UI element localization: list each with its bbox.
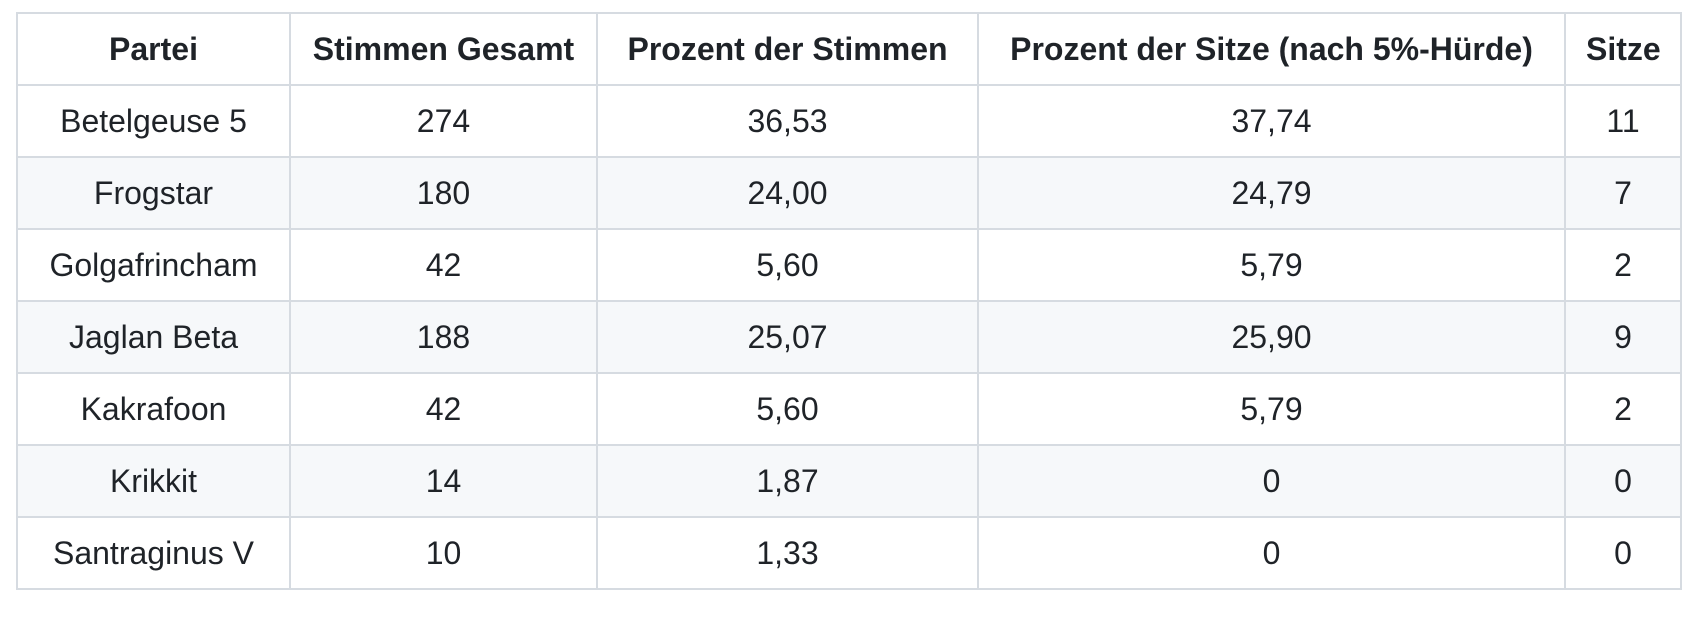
cell-prozent-der-sitze: 5,79 [977,372,1566,446]
cell-prozent-der-stimmen: 24,00 [596,156,979,230]
table-row: Santraginus V 10 1,33 0 0 [16,516,1682,590]
cell-prozent-der-stimmen: 5,60 [596,228,979,302]
cell-prozent-der-sitze: 5,79 [977,228,1566,302]
cell-partei: Betelgeuse 5 [16,84,291,158]
cell-prozent-der-sitze: 25,90 [977,300,1566,374]
table-row: Golgafrincham 42 5,60 5,79 2 [16,228,1682,302]
cell-partei: Kakrafoon [16,372,291,446]
cell-stimmen-gesamt: 188 [289,300,598,374]
cell-stimmen-gesamt: 42 [289,228,598,302]
election-results-table: Partei Stimmen Gesamt Prozent der Stimmen P… [16,12,1682,590]
cell-partei: Frogstar [16,156,291,230]
cell-prozent-der-stimmen: 5,60 [596,372,979,446]
cell-sitze: 7 [1564,156,1682,230]
cell-partei: Krikkit [16,444,291,518]
column-header-stimmen-gesamt: Stimmen Gesamt [289,12,598,86]
cell-sitze: 0 [1564,444,1682,518]
cell-prozent-der-stimmen: 25,07 [596,300,979,374]
cell-stimmen-gesamt: 14 [289,444,598,518]
table-row: Betelgeuse 5 274 36,53 37,74 11 [16,84,1682,158]
column-header-sitze: Sitze [1564,12,1682,86]
table-row: Frogstar 180 24,00 24,79 7 [16,156,1682,230]
cell-prozent-der-stimmen: 1,33 [596,516,979,590]
cell-sitze: 11 [1564,84,1682,158]
cell-prozent-der-stimmen: 1,87 [596,444,979,518]
table-body: Betelgeuse 5 274 36,53 37,74 11 Frogstar 180 24… [16,84,1682,590]
column-header-partei: Partei [16,12,291,86]
cell-prozent-der-stimmen: 36,53 [596,84,979,158]
cell-prozent-der-sitze: 0 [977,516,1566,590]
table-row: Jaglan Beta 188 25,07 25,90 9 [16,300,1682,374]
table-row: Krikkit 14 1,87 0 0 [16,444,1682,518]
cell-stimmen-gesamt: 42 [289,372,598,446]
header-row: Partei Stimmen Gesamt Prozent der Stimmen P… [16,12,1682,86]
cell-sitze: 9 [1564,300,1682,374]
column-header-prozent-der-sitze: Prozent der Sitze (nach 5%-Hürde) [977,12,1566,86]
cell-stimmen-gesamt: 10 [289,516,598,590]
column-header-prozent-der-stimmen: Prozent der Stimmen [596,12,979,86]
cell-sitze: 0 [1564,516,1682,590]
cell-prozent-der-sitze: 0 [977,444,1566,518]
cell-partei: Golgafrincham [16,228,291,302]
cell-prozent-der-sitze: 24,79 [977,156,1566,230]
cell-prozent-der-sitze: 37,74 [977,84,1566,158]
table-row: Kakrafoon 42 5,60 5,79 2 [16,372,1682,446]
cell-sitze: 2 [1564,228,1682,302]
cell-stimmen-gesamt: 274 [289,84,598,158]
cell-partei: Santraginus V [16,516,291,590]
cell-stimmen-gesamt: 180 [289,156,598,230]
cell-sitze: 2 [1564,372,1682,446]
cell-partei: Jaglan Beta [16,300,291,374]
